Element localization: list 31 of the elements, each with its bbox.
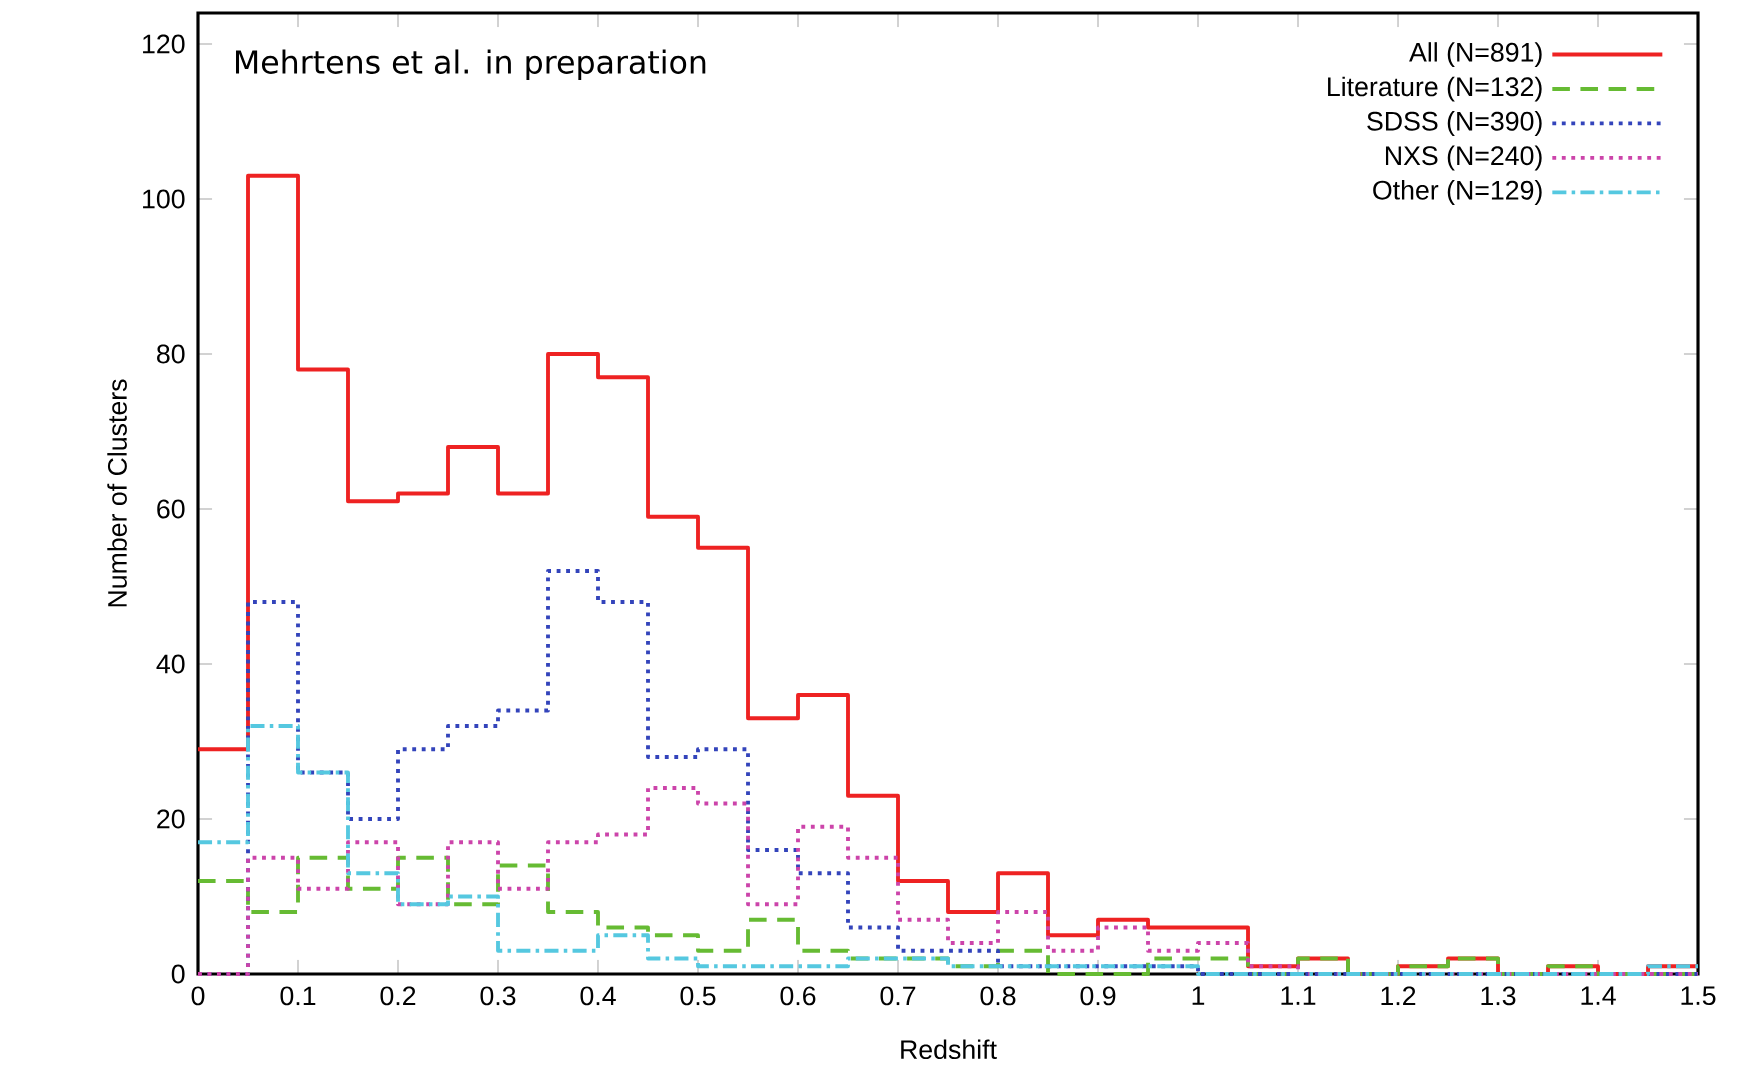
x-tick-label: 1.5 xyxy=(1681,986,1716,1006)
x-tick-label: 0.6 xyxy=(780,986,816,1006)
x-tick-label: 1 xyxy=(1192,986,1205,1005)
x-tick-label: 0.7 xyxy=(880,986,916,1006)
x-tick-label: 0.3 xyxy=(480,986,516,1006)
x-tick-label: 0 xyxy=(191,986,205,1006)
y-tick-label: 40 xyxy=(156,654,185,674)
y-axis-title: Number of Clusters xyxy=(107,379,127,607)
legend-label: SDSS (N=390) xyxy=(1367,111,1542,136)
x-tick-label: 0.2 xyxy=(380,986,416,1006)
y-tick-label: 20 xyxy=(157,809,185,829)
legend-label: NXS (N=240) xyxy=(1385,145,1542,171)
annotation: Mehrtens et al. in preparation xyxy=(236,49,706,81)
y-tick-label: 60 xyxy=(157,499,185,519)
legend-label: Other (N=129) xyxy=(1373,180,1542,205)
x-tick-label: 1.4 xyxy=(1581,986,1616,1005)
legend-label: Literature (N=132) xyxy=(1328,76,1542,102)
x-tick-label: 1.3 xyxy=(1481,986,1516,1006)
x-axis-title: Redshift xyxy=(901,1039,997,1060)
y-tick-label: 0 xyxy=(171,964,185,984)
y-tick-label: 100 xyxy=(143,189,185,209)
y-tick-label: 80 xyxy=(157,344,185,364)
x-tick-label: 0.8 xyxy=(980,986,1016,1006)
y-tick-label: 120 xyxy=(143,34,185,54)
legend-label: All (N=891) xyxy=(1409,42,1542,68)
x-tick-label: 0.4 xyxy=(580,986,616,1006)
x-tick-label: 1.1 xyxy=(1281,986,1316,1005)
x-tick-label: 0.1 xyxy=(280,986,316,1006)
x-tick-label: 0.5 xyxy=(680,986,716,1006)
x-tick-label: 1.2 xyxy=(1381,986,1416,1006)
x-tick-label: 0.9 xyxy=(1080,986,1116,1006)
